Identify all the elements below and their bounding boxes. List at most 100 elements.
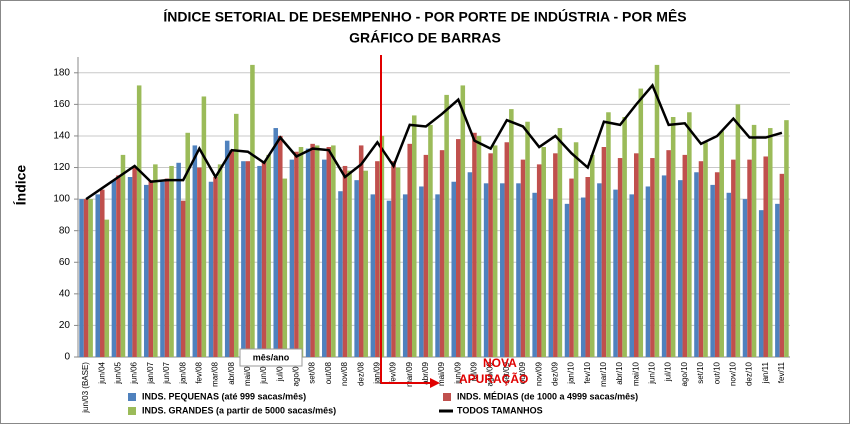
bar bbox=[525, 121, 530, 357]
legend-label: TODOS TAMANHOS bbox=[457, 405, 543, 415]
bar bbox=[192, 145, 198, 357]
bar bbox=[423, 154, 429, 357]
bar bbox=[504, 142, 510, 357]
bar bbox=[164, 178, 170, 357]
bar bbox=[666, 150, 671, 357]
arrow-head bbox=[430, 378, 440, 388]
y-tick-label: 60 bbox=[59, 257, 71, 268]
bar bbox=[245, 161, 251, 357]
bar bbox=[601, 147, 607, 357]
x-tick-label: jun/03 (BASE) bbox=[81, 362, 90, 414]
bar bbox=[488, 153, 493, 357]
bar bbox=[419, 186, 424, 357]
bar bbox=[354, 180, 359, 357]
x-tick-label: jan/07 bbox=[146, 361, 155, 384]
x-axis-label: mês/ano bbox=[253, 352, 290, 362]
bar bbox=[731, 159, 736, 357]
bar bbox=[241, 161, 246, 357]
bar bbox=[548, 199, 554, 357]
legend-label: INDS. GRANDES (a partir de 5000 sacas/mê… bbox=[142, 405, 336, 415]
bar bbox=[386, 200, 392, 357]
bar bbox=[136, 85, 142, 357]
bar bbox=[726, 192, 732, 357]
x-tick-label: fev/11 bbox=[777, 361, 786, 383]
bar bbox=[185, 132, 190, 357]
bar bbox=[176, 162, 181, 357]
bar bbox=[273, 128, 279, 357]
bar bbox=[541, 147, 546, 357]
bar bbox=[622, 117, 627, 357]
bar bbox=[201, 96, 207, 357]
bar bbox=[100, 189, 105, 357]
y-tick-label: 160 bbox=[53, 99, 70, 110]
x-tick-label: jun/07 bbox=[162, 361, 171, 384]
x-tick-label: fev/08 bbox=[194, 361, 203, 383]
bar bbox=[687, 112, 692, 358]
bar bbox=[160, 181, 165, 357]
bar bbox=[322, 159, 327, 357]
bar bbox=[331, 145, 336, 357]
bar bbox=[370, 194, 376, 357]
bar bbox=[719, 131, 724, 357]
bar bbox=[710, 184, 715, 357]
bar bbox=[213, 177, 218, 357]
bar bbox=[532, 192, 537, 357]
x-tick-label: jun/10 bbox=[648, 361, 657, 384]
x-tick-label: jun/06 bbox=[130, 361, 139, 384]
bar bbox=[338, 191, 343, 357]
bar bbox=[104, 219, 110, 357]
bar bbox=[451, 181, 457, 357]
bar bbox=[88, 199, 93, 357]
bar bbox=[342, 165, 348, 357]
x-tick-label: jan/10 bbox=[567, 361, 576, 384]
bar bbox=[682, 154, 688, 357]
bar bbox=[127, 177, 133, 357]
bar bbox=[305, 148, 311, 357]
line-series bbox=[85, 83, 783, 201]
x-tick-label: set/08 bbox=[308, 361, 317, 383]
bar bbox=[516, 183, 521, 357]
bar bbox=[294, 151, 299, 357]
bar bbox=[779, 173, 785, 357]
x-tick-label: jul/09 bbox=[470, 361, 479, 382]
x-tick-label: set/09 bbox=[502, 361, 511, 383]
x-tick-label: mai/10 bbox=[631, 361, 640, 386]
annotation: NOVA bbox=[483, 356, 517, 370]
x-tick-label: jul/10 bbox=[664, 361, 673, 382]
bar bbox=[298, 147, 304, 357]
bar bbox=[536, 164, 542, 357]
bar bbox=[735, 104, 741, 357]
x-tick-label: mar/10 bbox=[599, 361, 608, 386]
bar bbox=[580, 197, 586, 357]
bar bbox=[402, 194, 408, 357]
x-tick-label: abr/09 bbox=[421, 361, 430, 384]
bar bbox=[224, 140, 230, 357]
bar bbox=[678, 180, 683, 357]
bar bbox=[758, 210, 764, 357]
x-tick-label: jun/04 bbox=[97, 361, 106, 384]
x-tick-label: jun/08 bbox=[259, 361, 268, 384]
y-tick-label: 80 bbox=[59, 225, 71, 236]
bar bbox=[553, 153, 558, 357]
x-tick-label: nov/09 bbox=[534, 361, 543, 386]
x-tick-label: out/08 bbox=[324, 361, 333, 384]
bar bbox=[153, 164, 158, 357]
bar bbox=[310, 143, 315, 357]
bar bbox=[775, 203, 780, 357]
x-tick-label: dez/08 bbox=[356, 361, 365, 386]
y-tick-label: 120 bbox=[53, 162, 70, 173]
bar bbox=[742, 199, 748, 357]
y-tick-label: 20 bbox=[59, 320, 71, 331]
bar bbox=[670, 117, 676, 357]
x-tick-label: mai/08 bbox=[243, 361, 252, 386]
y-tick-label: 100 bbox=[53, 194, 70, 205]
bar bbox=[492, 145, 498, 357]
chart-title: ÍNDICE SETORIAL DE DESEMPENHO - POR PORT… bbox=[163, 8, 686, 25]
bar bbox=[197, 167, 202, 357]
bar bbox=[363, 170, 368, 357]
bar bbox=[411, 115, 417, 357]
x-tick-label: dez/09 bbox=[550, 361, 559, 386]
bar bbox=[456, 139, 461, 357]
annotation: APURAÇÃO bbox=[459, 371, 528, 386]
bar bbox=[395, 167, 401, 357]
